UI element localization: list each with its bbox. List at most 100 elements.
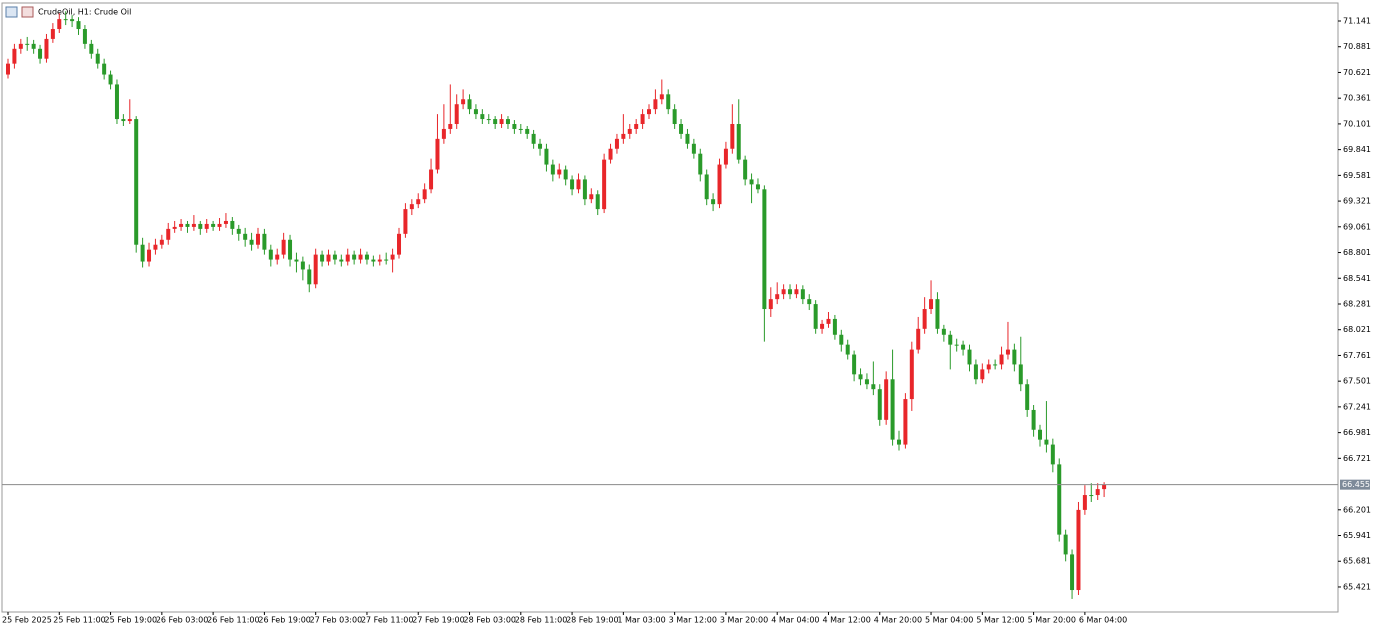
x-tick-label: 4 Mar 12:00	[822, 616, 870, 625]
candle-body	[288, 239, 293, 260]
x-tick-label: 5 Mar 04:00	[925, 616, 973, 625]
candle-body	[147, 249, 152, 262]
candle-body	[300, 261, 305, 270]
current-price-box	[1340, 479, 1370, 490]
candle-body	[63, 19, 68, 21]
candle-body	[403, 209, 408, 234]
candle-body	[941, 328, 946, 335]
candle-body	[358, 254, 363, 260]
candle-body	[595, 194, 600, 210]
candle-body	[711, 199, 716, 205]
candle-body	[570, 179, 575, 190]
candle-body	[268, 249, 273, 260]
candle-body	[589, 194, 594, 200]
candle-body	[384, 259, 389, 261]
y-tick-label: 68.541	[1343, 274, 1371, 283]
candle-body	[948, 334, 953, 345]
candle-body	[102, 63, 107, 75]
candle-body	[557, 169, 562, 175]
candle-body	[461, 99, 466, 105]
candle-body	[768, 299, 773, 310]
candle-body	[576, 179, 581, 190]
candle-body	[429, 169, 434, 190]
y-tick-label: 71.141	[1343, 17, 1371, 26]
candle-body	[826, 318, 831, 324]
x-tick-label: 3 Mar 12:00	[669, 616, 717, 625]
candle-body	[871, 384, 876, 390]
y-tick-label: 66.981	[1343, 428, 1371, 437]
candle-body	[730, 124, 735, 149]
x-tick-label: 25 Feb 2025	[2, 616, 52, 625]
candle-body	[832, 318, 837, 335]
candle-body	[698, 153, 703, 175]
candle-body	[935, 299, 940, 329]
candle-body	[275, 254, 280, 260]
candle-body	[749, 179, 754, 185]
candle-body	[18, 43, 23, 49]
candle-body	[608, 148, 613, 160]
y-tick-label: 69.841	[1343, 145, 1371, 154]
candle-body	[775, 294, 780, 300]
candle-body	[531, 133, 536, 144]
x-tick-label: 27 Feb 03:00	[310, 616, 362, 625]
candle-body	[422, 189, 427, 200]
candle-body	[82, 29, 87, 44]
candle-body	[627, 128, 632, 134]
y-tick-label: 67.501	[1343, 377, 1371, 386]
candle-body	[397, 233, 402, 255]
candle-body	[114, 84, 119, 120]
candle-body	[743, 159, 748, 180]
candle-body	[499, 119, 504, 125]
candle-body	[864, 379, 869, 385]
candle-body	[185, 223, 190, 227]
candle-body	[877, 389, 882, 420]
candle-body	[672, 109, 677, 125]
candle-body	[294, 259, 299, 262]
candle-body	[1095, 489, 1100, 496]
candle-body	[249, 239, 254, 245]
y-tick-label: 69.581	[1343, 171, 1371, 180]
y-tick-label: 70.621	[1343, 68, 1371, 77]
candle-body	[70, 19, 75, 22]
candle-body	[980, 369, 985, 380]
candle-body	[653, 99, 658, 110]
candle-body	[563, 169, 568, 180]
candle-body	[76, 21, 81, 30]
candle-body	[909, 349, 914, 400]
candle-body	[916, 328, 921, 350]
candle-body	[390, 254, 395, 260]
candle-body	[512, 124, 517, 129]
candle-body	[480, 114, 485, 120]
x-tick-label: 25 Feb 19:00	[105, 616, 157, 625]
candle-body	[929, 299, 934, 310]
candle-body	[858, 374, 863, 380]
candle-body	[313, 254, 318, 285]
candle-body	[794, 289, 799, 295]
candle-body	[223, 220, 228, 224]
candle-body	[1050, 444, 1055, 465]
candle-body	[473, 109, 478, 115]
x-tick-label: 28 Feb 19:00	[566, 616, 618, 625]
candle-body	[659, 94, 664, 100]
y-tick-label: 65.941	[1343, 531, 1371, 540]
candle-body	[191, 223, 196, 227]
candle-body	[1031, 409, 1036, 430]
candle-body	[922, 309, 927, 329]
y-tick-label: 66.201	[1343, 505, 1371, 514]
x-tick-label: 3 Mar 20:00	[720, 616, 768, 625]
symbol-icons	[5, 6, 34, 18]
candle-body	[326, 254, 331, 262]
candle-body	[108, 74, 113, 85]
candle-body	[666, 94, 671, 110]
candle-body	[723, 148, 728, 165]
candle-body	[1005, 349, 1010, 355]
candle-body	[371, 259, 376, 262]
candle-body	[352, 254, 357, 260]
candle-body	[640, 114, 645, 125]
candle-body	[153, 244, 158, 250]
candle-body	[961, 344, 966, 350]
candle-body	[409, 204, 414, 210]
candle-body	[634, 124, 639, 129]
candle-body	[691, 143, 696, 154]
candle-body	[538, 143, 543, 149]
